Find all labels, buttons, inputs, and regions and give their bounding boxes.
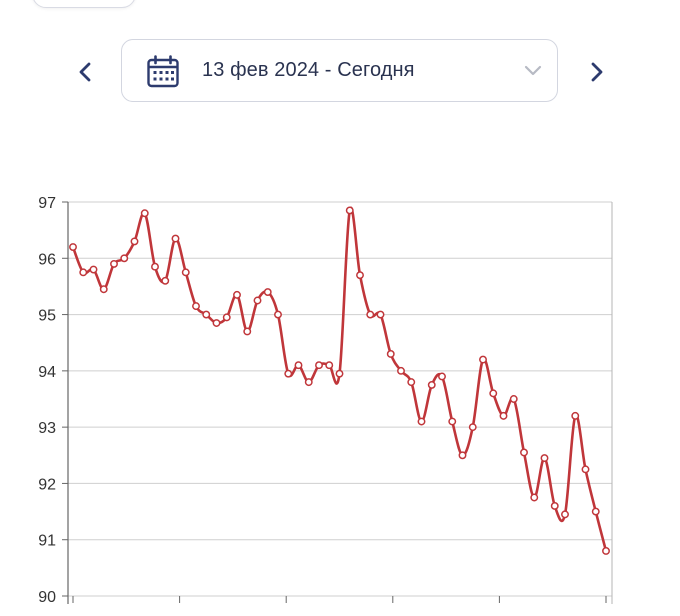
data-point [407, 378, 416, 387]
data-point [386, 350, 395, 358]
data-point [581, 465, 590, 474]
y-tick-label: 94 [38, 364, 56, 381]
data-point [315, 361, 323, 370]
date-range-select[interactable]: 13 фев 2024 - Сегодня [121, 39, 558, 102]
data-point [181, 268, 190, 277]
data-point [509, 395, 518, 403]
data-point [427, 380, 436, 389]
data-point [120, 254, 129, 263]
data-point [366, 310, 375, 319]
data-point [397, 366, 405, 375]
data-point [335, 369, 344, 378]
data-point [376, 310, 385, 319]
data-point [520, 448, 528, 457]
data-point [89, 265, 98, 274]
y-tick-label: 95 [38, 308, 56, 325]
data-point [69, 243, 77, 251]
data-point [202, 310, 211, 319]
data-point [130, 237, 139, 246]
data-point [253, 296, 262, 305]
data-point [479, 355, 487, 364]
data-point [438, 372, 446, 381]
data-point [304, 378, 313, 387]
data-point [417, 417, 426, 426]
data-point [294, 361, 303, 370]
y-tick-label: 91 [38, 533, 56, 550]
data-point [284, 369, 293, 378]
data-point [79, 268, 88, 277]
data-point [99, 285, 108, 294]
chevron-right-icon [591, 62, 603, 82]
data-point [212, 319, 221, 327]
data-point [110, 259, 118, 268]
data-point [171, 234, 180, 243]
data-point [263, 288, 272, 297]
data-point [458, 451, 467, 460]
y-tick-label: 92 [38, 476, 56, 493]
y-tick-label: 90 [38, 589, 56, 606]
data-point [489, 389, 498, 398]
data-point [274, 310, 282, 319]
chevron-left-icon [79, 62, 91, 82]
data-point [602, 547, 610, 555]
data-point [151, 262, 159, 271]
data-point [561, 510, 569, 519]
data-point [499, 411, 508, 420]
series-line [71, 206, 608, 552]
data-point [161, 276, 170, 285]
chevron-down-icon [524, 65, 542, 76]
data-point [356, 271, 364, 280]
y-tick-label: 93 [38, 420, 56, 437]
y-tick-label: 97 [38, 195, 56, 212]
top-toolbar-button[interactable] [32, 0, 136, 8]
next-period-button[interactable] [578, 52, 614, 92]
previous-period-button[interactable] [68, 52, 104, 92]
weight-chart: 90 91 92 93 94 95 96 97 [0, 170, 680, 611]
data-point [571, 411, 580, 420]
data-point [550, 501, 559, 510]
data-point [222, 313, 231, 322]
data-point [192, 302, 200, 311]
data-point [140, 209, 149, 218]
data-point [591, 507, 600, 516]
y-tick-label: 96 [38, 251, 56, 268]
data-point [468, 423, 477, 432]
calendar-icon [147, 55, 179, 88]
line-chart: 90 91 92 93 94 95 96 97 [38, 195, 613, 606]
data-point [233, 290, 241, 299]
data-point [345, 206, 354, 215]
date-range-label: 13 фев 2024 - Сегодня [202, 59, 415, 81]
data-point [540, 454, 549, 463]
data-point [325, 361, 334, 370]
data-point [243, 327, 252, 336]
data-point [530, 493, 539, 502]
data-point [448, 417, 457, 426]
